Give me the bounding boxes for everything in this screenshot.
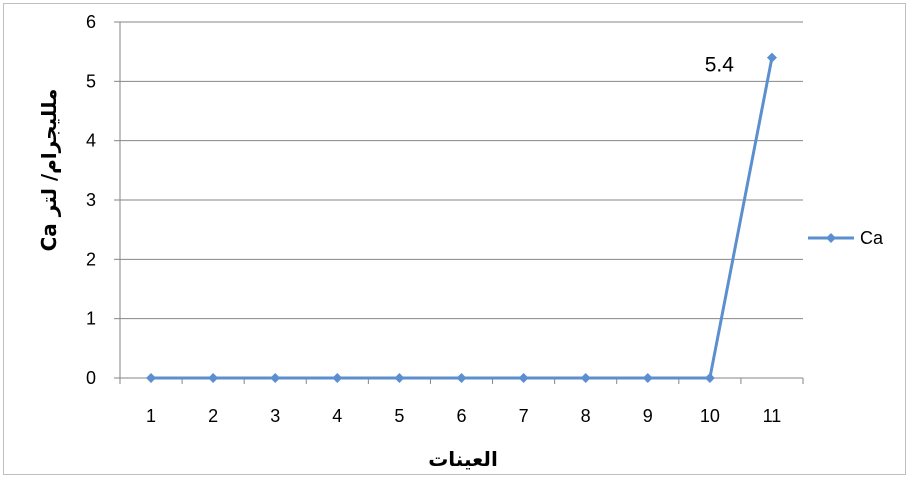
y-tick-label: 0 — [86, 368, 96, 388]
data-point[interactable] — [146, 373, 156, 383]
y-tick-label: 2 — [86, 249, 96, 269]
data-point[interactable] — [581, 373, 591, 383]
x-axis-title: العينات — [428, 447, 498, 471]
tick-labels: 0 1 2 3 4 5 6 1 2 3 4 5 6 7 8 9 10 11 5.4 — [86, 12, 781, 426]
x-tick-label: 1 — [146, 406, 156, 426]
data-point[interactable] — [457, 373, 467, 383]
y-axis-title: Ca ملليجرام/ لتر — [37, 89, 61, 252]
data-point[interactable] — [519, 373, 529, 383]
data-point[interactable] — [332, 373, 342, 383]
x-tick-label: 10 — [700, 406, 720, 426]
y-tick-label: 4 — [86, 131, 96, 151]
x-tick-label: 7 — [519, 406, 529, 426]
axes — [114, 22, 803, 384]
data-point[interactable] — [643, 373, 653, 383]
legend-label: Ca — [860, 228, 884, 248]
x-tick-label: 9 — [643, 406, 653, 426]
y-tick-label: 5 — [86, 71, 96, 91]
data-point[interactable] — [394, 373, 404, 383]
x-tick-label: 3 — [270, 406, 280, 426]
x-tick-label: 2 — [208, 406, 218, 426]
x-tick-label: 11 — [763, 406, 782, 426]
series-layer — [146, 53, 777, 383]
x-tick-label: 8 — [581, 406, 591, 426]
y-tick-label: 1 — [86, 309, 96, 329]
y-tick-label: 6 — [86, 12, 96, 32]
series-line-ca — [151, 58, 772, 378]
data-point[interactable] — [208, 373, 218, 383]
x-tick-label: 5 — [394, 406, 404, 426]
legend[interactable]: Ca — [808, 228, 884, 248]
x-tick-label: 4 — [332, 406, 342, 426]
data-point[interactable] — [767, 53, 777, 63]
data-point[interactable] — [270, 373, 280, 383]
x-tick-label: 6 — [456, 406, 466, 426]
y-tick-label: 3 — [86, 190, 96, 210]
legend-marker-icon — [826, 233, 836, 243]
data-label: 5.4 — [705, 54, 735, 77]
data-point[interactable] — [705, 373, 715, 383]
gridlines — [120, 22, 803, 319]
